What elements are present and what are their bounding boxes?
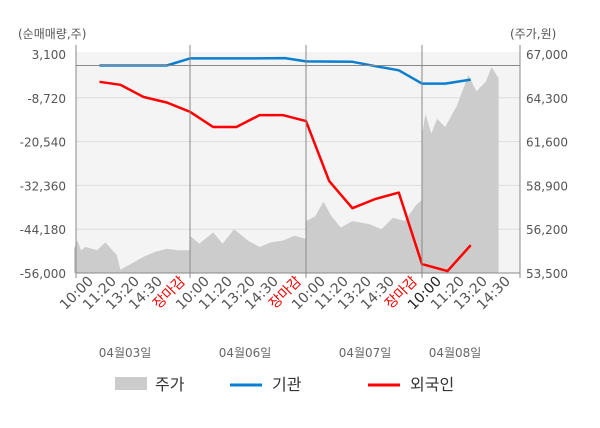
legend-institution-label: 기관 [272, 375, 302, 394]
right-tick-label: 58,900 [526, 179, 568, 193]
date-label: 04월06일 [219, 346, 272, 360]
institution-line [99, 56, 471, 85]
left-tick-label: 3,100 [32, 48, 66, 62]
right-axis-label: (주가,원) [510, 27, 556, 41]
price-area [74, 67, 499, 273]
date-label: 04월07일 [339, 346, 392, 360]
left-tick-label: -8,720 [27, 92, 66, 106]
right-tick-label: 53,500 [526, 267, 568, 281]
left-tick-label: -20,540 [20, 136, 66, 150]
left-tick-label: -44,180 [20, 223, 66, 237]
right-tick-label: 64,300 [526, 92, 568, 106]
date-label: 04월08일 [429, 346, 482, 360]
left-tick-label: -56,000 [20, 267, 66, 281]
left-tick-label: -32,360 [20, 179, 66, 193]
right-tick-label: 61,600 [526, 136, 568, 150]
left-axis-label: (순매매량,주) [18, 27, 86, 41]
legend-price-label: 주가 [155, 375, 185, 394]
legend-foreign-label: 외국인 [410, 375, 454, 394]
right-tick-label: 56,200 [526, 223, 568, 237]
legend-price-swatch [115, 377, 147, 390]
date-label: 04월03일 [99, 346, 152, 360]
right-tick-label: 67,000 [526, 48, 568, 62]
